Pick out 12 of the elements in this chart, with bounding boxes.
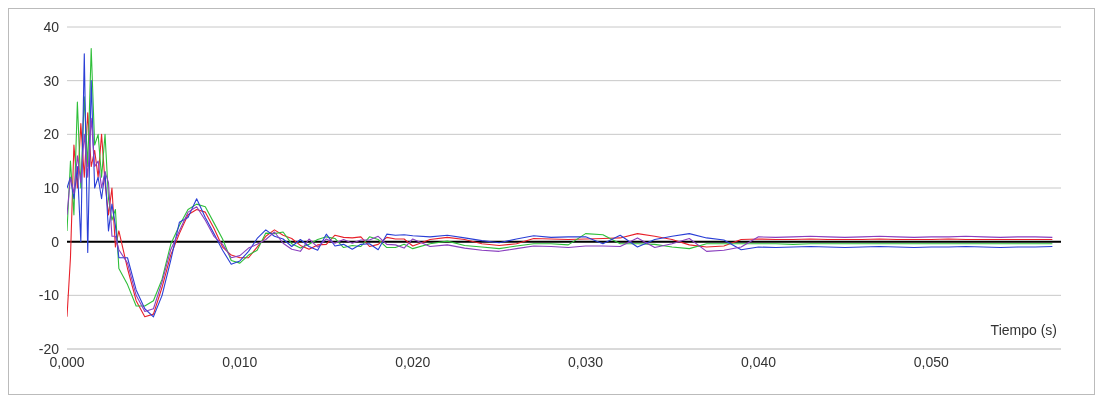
y-tick-label: -10 xyxy=(38,287,60,304)
x-tick-label: 0,010 xyxy=(222,353,258,370)
y-tick-label: 0 xyxy=(51,233,60,250)
y-tick-label: 40 xyxy=(43,18,60,35)
x-tick-label: 0,040 xyxy=(740,353,777,370)
x-tick-label: 0,030 xyxy=(568,353,604,370)
y-tick-label: 10 xyxy=(43,179,60,196)
y-tick-label: 20 xyxy=(43,126,60,143)
x-tick-label: 0,020 xyxy=(395,353,431,370)
x-axis-title: Tiempo (s) xyxy=(990,321,1057,338)
y-tick-label: 30 xyxy=(43,72,60,89)
x-tick-label: 0,050 xyxy=(913,353,950,370)
